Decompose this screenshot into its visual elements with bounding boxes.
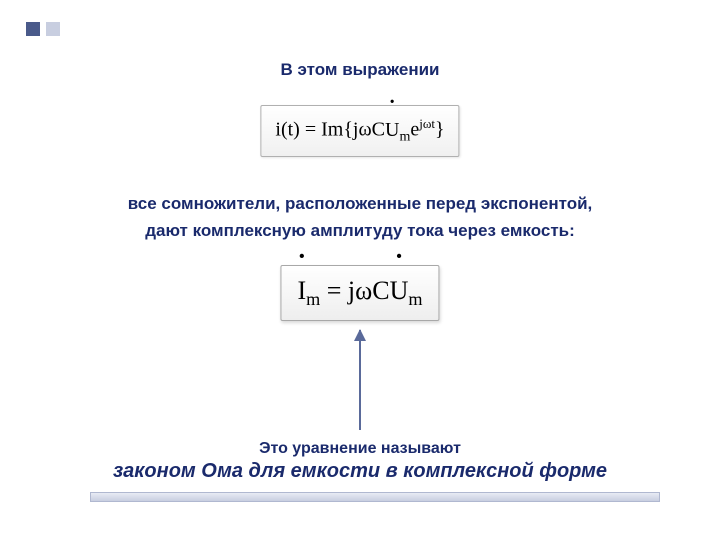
f1-op: = Im xyxy=(305,119,344,141)
formula-current-expression: i(t) = Im{jωCUmejωt} xyxy=(260,105,459,157)
conclusion-line2: законом Ома для емкости в комплексной фо… xyxy=(0,460,720,483)
conclusion-block: Это уравнение называют законом Ома для е… xyxy=(0,440,720,483)
conclusion-line1: Это уравнение называют xyxy=(0,440,720,458)
formula-ohm-law: Im = jωCUm xyxy=(280,265,439,321)
f2-I-dot: I xyxy=(297,276,306,306)
decorative-bullets xyxy=(26,22,62,41)
f1-lhs: i(t) xyxy=(275,119,299,141)
title-text: В этом выражении xyxy=(0,60,720,80)
f2-lhs-sub: m xyxy=(306,289,320,309)
arrow-up-icon xyxy=(359,330,361,430)
explanation-text: все сомножители, расположенные перед экс… xyxy=(0,190,720,244)
f1-exp-base: e xyxy=(410,119,419,141)
bullet-light xyxy=(46,22,60,36)
f1-exp-sup: jωt xyxy=(419,116,435,131)
f2-rhs-sub: m xyxy=(408,289,422,309)
f2-U-dot: U xyxy=(390,276,409,306)
bullet-dark xyxy=(26,22,40,36)
bottom-divider-bar xyxy=(90,492,660,502)
f1-U-dot: U xyxy=(385,119,399,142)
text-line1: все сомножители, расположенные перед экс… xyxy=(0,190,720,217)
f1-prefix: jωC xyxy=(353,119,385,141)
f2-eq: = jωC xyxy=(320,276,389,305)
text-line2: дают комплексную амплитуду тока через ем… xyxy=(0,217,720,244)
f1-sub: m xyxy=(399,130,410,145)
